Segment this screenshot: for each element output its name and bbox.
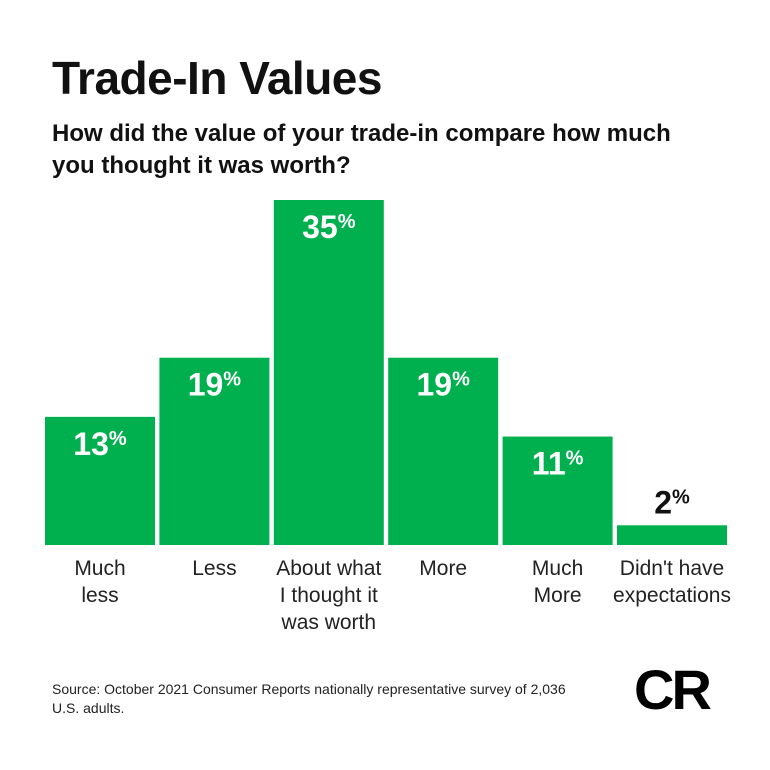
bar-2	[273, 200, 384, 545]
bar-5	[617, 525, 727, 545]
bar-3	[388, 357, 499, 545]
bar-value-label-0: 13%	[73, 426, 127, 462]
category-label-5: Didn't have expectations	[613, 557, 731, 607]
chart-subtitle: How did the value of your trade-in compa…	[52, 120, 671, 179]
bar-1	[159, 357, 270, 545]
bar-value-label-2: 35%	[302, 209, 356, 245]
bar-value-label-3: 19%	[417, 367, 471, 403]
category-label-0: Much less	[74, 557, 125, 607]
cr-logo: CR	[634, 658, 712, 721]
bar-value-label-5: 2%	[654, 484, 690, 520]
category-label-3: More	[419, 557, 467, 580]
category-label-4: Much More	[532, 557, 583, 607]
category-label-2: About what I thought it was worth	[276, 557, 381, 634]
bar-0	[45, 416, 155, 545]
category-label-1: Less	[192, 557, 236, 580]
source-note: Source: October 2021 Consumer Reports na…	[52, 681, 566, 716]
bar-value-label-1: 19%	[188, 367, 242, 403]
bar-chart: 13% Much less 19% Less 35% About what I thought…	[45, 200, 731, 634]
bar-4	[502, 436, 613, 545]
bar-value-label-4: 11%	[532, 446, 584, 482]
chart-title: Trade-In Values	[52, 52, 382, 104]
